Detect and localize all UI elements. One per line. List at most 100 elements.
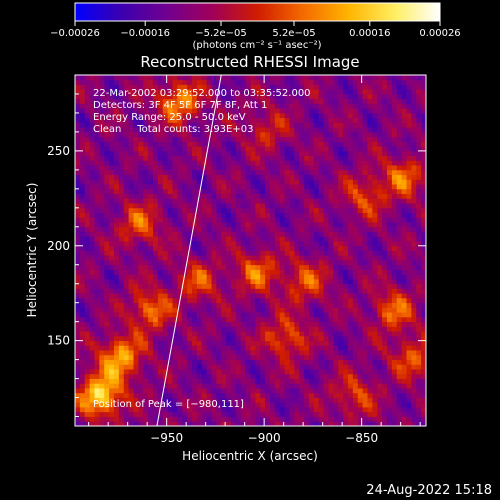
image-pixel	[75, 193, 81, 199]
image-pixel	[235, 373, 242, 379]
image-pixel	[391, 174, 398, 180]
image-pixel	[201, 89, 208, 95]
image-pixel	[138, 259, 144, 266]
image-pixel	[391, 383, 398, 389]
image-pixel	[187, 250, 193, 256]
image-pixel	[328, 297, 334, 304]
image-pixel	[216, 264, 222, 270]
image-pixel	[279, 127, 286, 133]
image-pixel	[196, 112, 203, 119]
image-pixel	[299, 103, 305, 109]
image-pixel	[206, 146, 212, 152]
image-pixel	[250, 312, 256, 318]
image-pixel	[333, 241, 339, 247]
image-pixel	[94, 112, 100, 119]
image-pixel	[187, 155, 193, 161]
image-pixel	[75, 75, 81, 81]
image-pixel	[153, 245, 159, 251]
image-pixel	[153, 174, 159, 180]
image-pixel	[167, 184, 173, 190]
image-pixel	[133, 373, 139, 379]
image-pixel	[343, 122, 349, 128]
image-pixel	[387, 203, 393, 209]
image-pixel	[167, 302, 173, 308]
image-pixel	[338, 117, 344, 123]
image-pixel	[318, 269, 325, 275]
image-pixel	[348, 236, 354, 242]
image-pixel	[182, 231, 188, 237]
image-pixel	[274, 288, 281, 294]
image-pixel	[231, 259, 237, 266]
image-pixel	[172, 283, 178, 289]
image-pixel	[133, 98, 139, 104]
image-pixel	[357, 226, 364, 232]
image-pixel	[245, 316, 251, 323]
image-pixel	[211, 212, 217, 218]
image-pixel	[294, 297, 300, 304]
image-pixel	[133, 369, 139, 375]
image-pixel	[177, 193, 183, 199]
image-pixel	[391, 335, 398, 342]
image-pixel	[235, 241, 242, 247]
image-pixel	[221, 174, 227, 180]
image-pixel	[177, 397, 183, 403]
image-pixel	[187, 241, 193, 247]
image-pixel	[211, 259, 217, 266]
image-pixel	[274, 326, 281, 332]
image-pixel	[162, 217, 169, 223]
image-pixel	[221, 179, 227, 185]
image-pixel	[226, 416, 232, 422]
image-pixel	[299, 198, 305, 204]
image-pixel	[99, 89, 105, 95]
image-pixel	[221, 326, 227, 332]
image-pixel	[226, 283, 232, 289]
image-pixel	[216, 136, 222, 142]
image-pixel	[367, 350, 373, 356]
image-pixel	[338, 278, 344, 285]
image-pixel	[260, 75, 266, 81]
image-pixel	[304, 169, 310, 176]
image-pixel	[274, 312, 281, 318]
image-pixel	[391, 326, 398, 332]
image-pixel	[284, 98, 290, 104]
image-pixel	[362, 89, 368, 95]
image-pixel	[216, 383, 222, 389]
image-pixel	[323, 264, 329, 270]
image-pixel	[75, 203, 81, 209]
image-pixel	[79, 103, 86, 109]
image-pixel	[279, 250, 286, 256]
image-pixel	[128, 103, 134, 109]
image-pixel	[245, 369, 251, 375]
image-pixel	[279, 203, 286, 209]
image-pixel	[79, 354, 86, 360]
image-pixel	[133, 203, 139, 209]
image-pixel	[396, 331, 403, 337]
image-pixel	[182, 122, 188, 128]
image-pixel	[162, 150, 169, 157]
image-pixel	[348, 407, 354, 413]
image-pixel	[260, 316, 266, 323]
image-pixel	[401, 316, 407, 323]
image-pixel	[309, 345, 315, 351]
image-pixel	[177, 84, 183, 90]
image-pixel	[114, 241, 120, 247]
image-pixel	[84, 359, 91, 365]
image-pixel	[362, 226, 368, 232]
image-pixel	[143, 141, 149, 147]
image-pixel	[260, 383, 266, 389]
image-pixel	[118, 169, 125, 176]
image-pixel	[396, 165, 403, 171]
image-pixel	[255, 222, 261, 228]
image-pixel	[177, 359, 183, 365]
image-pixel	[114, 312, 120, 318]
image-pixel	[221, 274, 227, 280]
image-pixel	[201, 359, 208, 365]
image-pixel	[396, 103, 403, 109]
image-pixel	[226, 255, 232, 261]
image-pixel	[148, 127, 154, 133]
image-pixel	[391, 340, 398, 346]
colorbar: −0.00026 −0.00016 −5.2e−05 5.2e−05 0.00016 0.…	[50, 2, 461, 51]
image-pixel	[109, 184, 115, 190]
image-pixel	[240, 198, 247, 204]
image-pixel	[352, 364, 359, 370]
